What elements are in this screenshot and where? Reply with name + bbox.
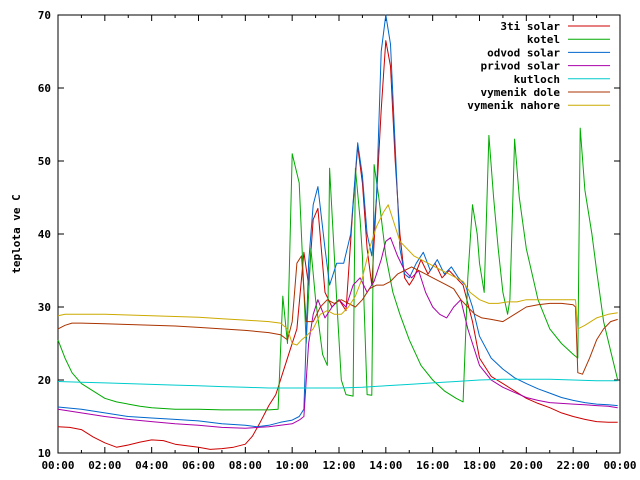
y-tick-label: 10 <box>38 447 51 460</box>
y-tick-label: 50 <box>38 155 51 168</box>
x-tick-label: 06:00 <box>182 459 215 472</box>
legend-label: kotel <box>527 33 560 46</box>
series-line-kutloch <box>57 378 618 389</box>
series-line-privod-solar <box>57 237 618 429</box>
x-tick-label: 20:00 <box>510 459 543 472</box>
x-tick-label: 02:00 <box>88 459 121 472</box>
x-tick-label: 00:00 <box>41 459 74 472</box>
x-tick-label: 22:00 <box>557 459 590 472</box>
legend-label: vymenik dole <box>481 86 561 99</box>
x-tick-label: 04:00 <box>135 459 168 472</box>
legend-label: kutloch <box>514 73 560 86</box>
legend-label: 3ti solar <box>500 20 560 33</box>
x-tick-label: 12:00 <box>322 459 355 472</box>
series-line-vymenik-dole <box>57 255 618 375</box>
series-group <box>57 14 619 450</box>
x-tick-label: 18:00 <box>463 459 496 472</box>
x-tick-label: 14:00 <box>369 459 402 472</box>
y-tick-label: 40 <box>38 228 51 241</box>
y-tick-label: 30 <box>38 301 51 314</box>
x-tick-label: 08:00 <box>229 459 262 472</box>
legend-label: vymenik nahore <box>467 99 560 112</box>
legend-label: odvod solar <box>487 46 560 59</box>
y-tick-label: 20 <box>38 374 51 387</box>
x-tick-label: 00:00 <box>603 459 636 472</box>
series-line-kotel <box>57 127 619 411</box>
x-tick-label: 10:00 <box>276 459 309 472</box>
y-tick-label: 70 <box>38 9 51 22</box>
y-tick-label: 60 <box>38 82 51 95</box>
x-tick-label: 16:00 <box>416 459 449 472</box>
axis-ticks: 10 20 30 40 50 60 70 00:00 02:00 04:00 06:00 08:00 1… <box>38 9 637 472</box>
series-line-odvod-solar <box>57 14 618 428</box>
series-line-vymenik-nahore <box>57 204 618 346</box>
legend-label: privod solar <box>481 60 561 73</box>
y-axis-title: teplota ve C <box>10 194 23 273</box>
